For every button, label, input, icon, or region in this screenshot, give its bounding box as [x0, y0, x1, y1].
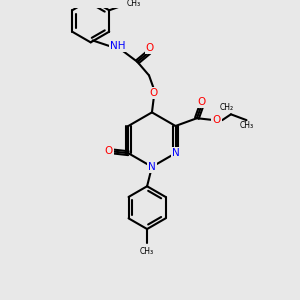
Text: CH₃: CH₃ — [127, 0, 141, 8]
Text: N: N — [148, 162, 156, 172]
Text: NH: NH — [110, 41, 126, 51]
Text: CH₃: CH₃ — [239, 121, 254, 130]
Text: CH₂: CH₂ — [220, 103, 234, 112]
Text: O: O — [105, 146, 113, 156]
Text: O: O — [212, 115, 220, 125]
Text: O: O — [146, 43, 154, 53]
Text: O: O — [198, 97, 206, 107]
Text: O: O — [150, 88, 158, 98]
Text: N: N — [172, 148, 179, 158]
Text: CH₃: CH₃ — [140, 247, 154, 256]
